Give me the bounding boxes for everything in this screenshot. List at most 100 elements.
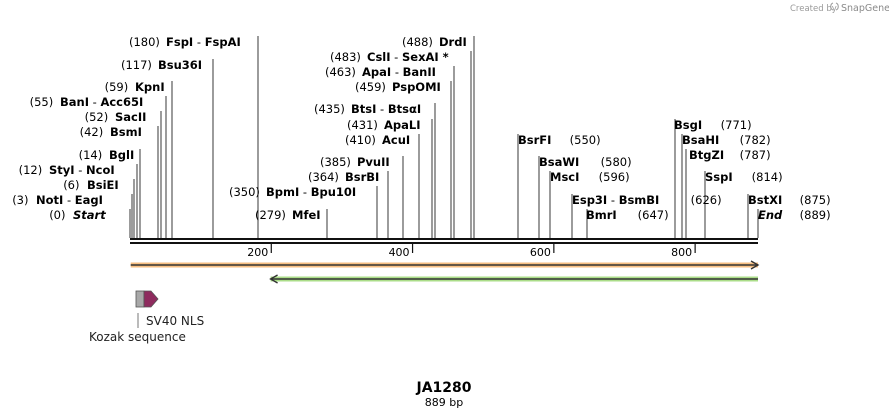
site-label-bsrbi[interactable]: BsrBI [345,170,379,184]
site-label-styi[interactable]: StyI - NcoI [49,163,115,177]
site-noti[interactable]: NotI - EagI (3) [12,193,103,207]
site-esp3i[interactable]: Esp3I - BsmBI (626) [572,193,722,207]
site-msci[interactable]: MscI (596) [550,170,630,184]
site-bsahi[interactable]: BsaHI (782) [682,133,771,147]
site-bsrfi[interactable]: BsrFI (550) [518,133,601,147]
site-label-mfei[interactable]: MfeI [292,208,321,222]
site-apai[interactable]: ApaI - BanII (463) [325,65,436,79]
sv40-nls-feature[interactable] [143,290,159,308]
site-label-noti[interactable]: NotI - EagI [36,193,103,207]
site-sacii[interactable]: SacII (52) [85,110,147,124]
kozak-sequence-feature[interactable] [135,290,145,308]
site-bsgi[interactable]: BsgI (771) [674,118,752,132]
site-label-msci[interactable]: MscI (596) [550,170,630,184]
orf-forward[interactable] [130,260,760,270]
site-name: PspOMI [392,80,441,94]
site-label-end[interactable]: End (889) [758,208,831,222]
site-label-csli[interactable]: CslI - SexAI * [367,50,449,64]
site-position-bsrbi: (364) [308,170,339,184]
site-sspi[interactable]: SspI (814) [705,170,783,184]
site-label-bsmi[interactable]: BsmI [110,125,142,139]
site-label-acui[interactable]: AcuI [382,133,410,147]
site-position-bpmi: (350) [229,185,260,199]
site-position-bsu36i: (117) [121,58,152,72]
site-bsiei[interactable]: BsiEI (6) [63,178,118,192]
site-label-sacii[interactable]: SacII [115,110,146,124]
site-bsmi[interactable]: BsmI (42) [80,125,142,139]
site-name: StyI [49,163,75,177]
site-position-start: (0) [49,208,65,222]
site-label-bpmi[interactable]: BpmI - Bpu10I [266,185,356,199]
site-end[interactable]: End (889) [758,208,831,222]
site-acui[interactable]: AcuI (410) [345,133,410,147]
site-separator: - [89,95,100,109]
site-name: BsrFI [518,133,551,147]
site-label-fspi[interactable]: FspI - FspAI [166,35,241,49]
site-name: PvuII [357,155,390,169]
site-separator: - [391,65,402,79]
site-label-bsu36i[interactable]: Bsu36I [158,58,202,72]
site-separator: - [193,35,204,49]
site-position: (771) [717,118,752,132]
site-label-pvuii[interactable]: PvuII [357,155,390,169]
site-name-2: NcoI [86,163,115,177]
site-label-apai[interactable]: ApaI - BanII [362,65,436,79]
site-bgli[interactable]: BglI (14) [79,148,135,162]
site-label-esp3i[interactable]: Esp3I - BsmBI (626) [572,193,722,207]
site-label-btsi[interactable]: BtsI - BtsαI [351,102,421,116]
axis-tick-label: 200 [247,246,268,259]
site-label-bgli[interactable]: BglI [109,148,134,162]
site-name-2: SexAI * [402,50,449,64]
site-name: BsmI [110,125,142,139]
site-pspomi[interactable]: PspOMI (459) [355,80,441,94]
site-label-bstxi[interactable]: BstXI (875) [748,193,831,207]
site-position-kpni: (59) [105,80,129,94]
site-name: MfeI [292,208,321,222]
site-name: SspI [705,170,733,184]
orf-reverse[interactable] [269,274,758,284]
site-mfei[interactable]: MfeI (279) [255,208,321,222]
site-btgzi[interactable]: BtgZI (787) [689,148,771,162]
site-label-apali[interactable]: ApaLI [384,118,421,132]
site-kpni[interactable]: KpnI (59) [105,80,165,94]
site-position: (875) [796,193,831,207]
site-position: (889) [796,208,831,222]
site-drdi[interactable]: DrdI (488) [402,35,467,49]
site-bsu36i[interactable]: Bsu36I (117) [121,58,202,72]
site-csli[interactable]: CslI - SexAI * (483) [330,50,449,64]
site-label-bani[interactable]: BanI - Acc65I [60,95,143,109]
site-bsawi[interactable]: BsaWI (580) [539,155,632,169]
site-label-bsrfi[interactable]: BsrFI (550) [518,133,601,147]
site-styi[interactable]: StyI - NcoI (12) [19,163,115,177]
site-pvuii[interactable]: PvuII (385) [320,155,390,169]
site-bsrbi[interactable]: BsrBI (364) [308,170,379,184]
site-apali[interactable]: ApaLI (431) [347,118,421,132]
site-name: BsaHI [682,133,719,147]
site-label-bsawi[interactable]: BsaWI (580) [539,155,632,169]
credit-prefix: Created by [790,4,837,14]
site-separator: - [63,193,74,207]
site-btsi[interactable]: BtsI - BtsαI (435) [314,102,421,116]
site-name-2: FspAI [205,35,241,49]
site-label-kpni[interactable]: KpnI [135,80,165,94]
site-name-2: BtsαI [388,102,421,116]
site-bmri[interactable]: BmrI (647) [586,208,669,222]
site-label-pspomi[interactable]: PspOMI [392,80,441,94]
site-fspi[interactable]: FspI - FspAI (180) [129,35,241,49]
site-label-sspi[interactable]: SspI (814) [705,170,783,184]
site-label-btgzi[interactable]: BtgZI (787) [689,148,771,162]
site-start[interactable]: Start (0) [49,208,106,222]
site-position: (782) [736,133,771,147]
site-label-bsahi[interactable]: BsaHI (782) [682,133,771,147]
site-bpmi[interactable]: BpmI - Bpu10I (350) [229,185,356,199]
site-label-drdi[interactable]: DrdI [439,35,467,49]
site-label-bmri[interactable]: BmrI (647) [586,208,669,222]
site-label-bsiei[interactable]: BsiEI [87,178,119,192]
site-label-bsgi[interactable]: BsgI (771) [674,118,752,132]
site-bani[interactable]: BanI - Acc65I (55) [30,95,144,109]
site-label-start[interactable]: Start [73,208,106,222]
site-position-noti: (3) [12,193,28,207]
site-position-acui: (410) [345,133,376,147]
site-bstxi[interactable]: BstXI (875) [748,193,831,207]
site-name-2: BsmBI [619,193,660,207]
